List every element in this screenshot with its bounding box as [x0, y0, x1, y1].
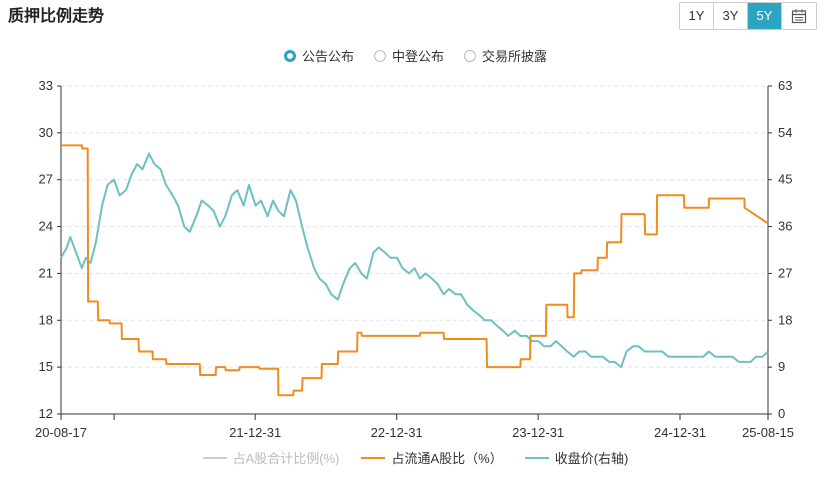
radio-dot: [373, 49, 386, 62]
x-tick-label: 25-08-15: [742, 425, 794, 440]
series-line-float-ratio: [61, 144, 769, 397]
range-3y-button[interactable]: 3Y: [714, 3, 748, 29]
y-left-tick-label: 24: [39, 219, 53, 234]
radio-label: 中登公布: [391, 49, 444, 64]
y-left-tick-label: 27: [39, 172, 53, 187]
chart-legend: 占A股合计比例(%) 占流通A股比（%） 收盘价(右轴): [0, 448, 831, 467]
y-left-tick-label: 18: [39, 312, 53, 327]
legend-item-close-price[interactable]: 收盘价(右轴): [524, 448, 629, 467]
radio-dot: [283, 49, 296, 62]
radio-label: 交易所披露: [482, 49, 548, 64]
range-selector: 1Y 3Y 5Y: [679, 2, 817, 30]
x-tick-label: 21-12-31: [229, 425, 281, 440]
radio-dot: [464, 49, 476, 62]
range-1y-button[interactable]: 1Y: [680, 3, 714, 29]
y-right-tick-label: 63: [778, 78, 792, 93]
y-right-tick-label: 54: [778, 125, 792, 140]
x-tick-label: 22-12-31: [371, 425, 423, 440]
radio-exchange[interactable]: 交易所披露: [464, 46, 547, 65]
x-tick-label: 24-12-31: [654, 425, 706, 440]
legend-item-a-share-total[interactable]: 占A股合计比例(%): [202, 448, 340, 467]
y-left-tick-label: 15: [39, 359, 53, 374]
y-right-tick-label: 18: [778, 312, 792, 327]
legend-swatch: [202, 456, 227, 459]
legend-item-float-ratio[interactable]: 占流通A股比（%）: [361, 448, 503, 467]
radio-announcement[interactable]: 公告公布: [283, 46, 354, 65]
radio-label: 公告公布: [301, 49, 354, 64]
legend-label: 占流通A股比（%）: [391, 451, 503, 466]
calendar-icon: [791, 9, 807, 24]
y-left-tick-label: 30: [39, 125, 53, 140]
legend-label: 收盘价(右轴): [554, 451, 629, 466]
y-right-tick-label: 45: [778, 172, 792, 187]
source-radio-group: 公告公布 中登公布 交易所披露: [0, 46, 831, 65]
x-tick-label: 23-12-31: [512, 425, 564, 440]
y-left-tick-label: 33: [39, 78, 53, 93]
x-tick-label: 20-08-17: [35, 425, 87, 440]
y-right-tick-label: 36: [778, 219, 792, 234]
radio-csdc[interactable]: 中登公布: [373, 46, 444, 65]
legend-label: 占A股合计比例(%): [232, 451, 340, 466]
series-line-close-price: [60, 152, 769, 369]
range-5y-button[interactable]: 5Y: [748, 3, 782, 29]
y-right-tick-label: 0: [778, 406, 785, 421]
page-title: 质押比例走势: [8, 8, 105, 25]
y-right-tick-label: 27: [778, 265, 792, 280]
legend-swatch: [524, 456, 549, 459]
y-left-tick-label: 21: [39, 265, 53, 280]
y-left-tick-label: 12: [39, 406, 53, 421]
legend-swatch: [361, 456, 386, 459]
y-right-tick-label: 9: [778, 359, 785, 374]
calendar-button[interactable]: [782, 3, 816, 29]
